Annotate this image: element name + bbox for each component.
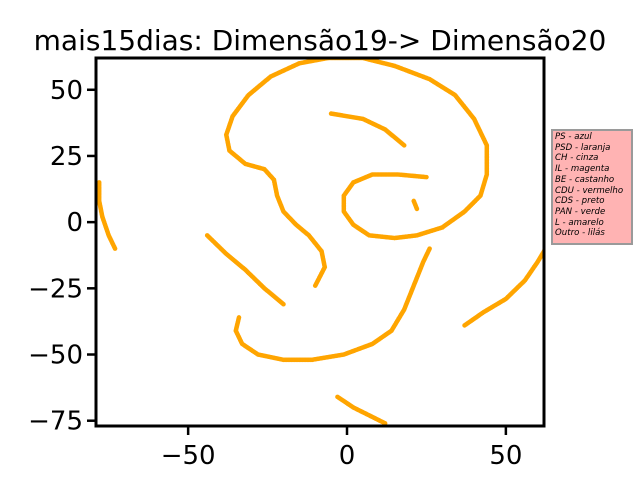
- legend-entry-pan: PAN - verde: [555, 206, 606, 217]
- legend: PS - azul PSD - laranja CH - cinza IL - …: [551, 129, 633, 245]
- legend-entry-cds: CDS - preto: [555, 196, 605, 207]
- legend-entry-ps: PS - azul: [555, 132, 592, 142]
- scatter-point: [427, 246, 432, 251]
- y-tick-label: −25: [28, 274, 83, 304]
- y-tick-label: 25: [50, 142, 83, 172]
- chart-title: mais15dias: Dimensão19-> Dimensão20: [34, 24, 607, 57]
- scatter-point: [312, 283, 318, 288]
- scatter-point: [112, 246, 118, 251]
- scatter-point: [414, 206, 420, 212]
- legend-entry-il: IL - magenta: [555, 164, 610, 175]
- x-tick-label: −50: [161, 441, 216, 471]
- legend-entry-psd: PSD - laranja: [555, 142, 611, 153]
- legend-entry-cdu: CDU - vermelho: [555, 185, 624, 196]
- legend-entry-outro: Outro - lilás: [555, 228, 605, 239]
- x-tick-label: 50: [489, 441, 522, 471]
- x-tick-label: 0: [339, 441, 356, 471]
- legend-entry-be: BE - castanho: [555, 174, 615, 185]
- scatter-point: [401, 143, 407, 148]
- scatter-point: [424, 174, 429, 180]
- scatter-points: [96, 58, 544, 426]
- legend-entry-l: L - amarelo: [555, 217, 604, 228]
- y-tick-label: −75: [28, 407, 83, 437]
- y-tick-label: 0: [66, 208, 83, 238]
- axis-ticks: −50 0 50 50 25 0 −25 −50 −75: [28, 76, 522, 471]
- legend-entry-ch: CH - cinza: [555, 153, 599, 164]
- y-tick-label: 50: [50, 76, 83, 106]
- scatter-point: [281, 301, 286, 307]
- y-tick-label: −50: [28, 341, 83, 371]
- plot-frame: [94, 56, 546, 428]
